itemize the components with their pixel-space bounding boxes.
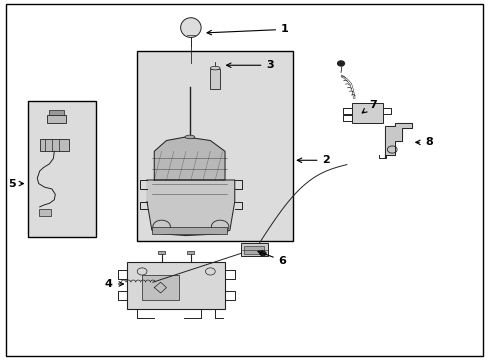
Polygon shape <box>384 123 411 158</box>
Bar <box>27 101 96 237</box>
Bar <box>142 275 178 300</box>
Bar <box>47 115 65 123</box>
Bar <box>240 243 267 256</box>
Bar <box>210 69 220 89</box>
Text: 6: 6 <box>258 251 286 266</box>
Text: 7: 7 <box>362 100 376 113</box>
Text: 2: 2 <box>297 155 329 165</box>
Bar <box>152 226 227 234</box>
Polygon shape <box>154 137 224 180</box>
Ellipse shape <box>184 135 194 139</box>
Text: 1: 1 <box>206 24 288 35</box>
Circle shape <box>337 61 344 66</box>
Ellipse shape <box>180 18 201 37</box>
Bar <box>127 262 224 309</box>
Bar <box>137 51 293 241</box>
Text: 3: 3 <box>226 60 273 70</box>
Text: 5: 5 <box>8 179 23 189</box>
Bar <box>40 139 69 151</box>
Bar <box>158 251 164 254</box>
Bar <box>351 103 383 123</box>
Circle shape <box>260 251 265 256</box>
Bar <box>39 210 51 216</box>
Bar <box>187 251 194 254</box>
Bar <box>244 246 264 253</box>
Bar <box>49 111 63 115</box>
Ellipse shape <box>210 66 220 70</box>
Text: 8: 8 <box>415 138 432 147</box>
Text: 4: 4 <box>105 279 123 289</box>
Polygon shape <box>147 180 234 235</box>
